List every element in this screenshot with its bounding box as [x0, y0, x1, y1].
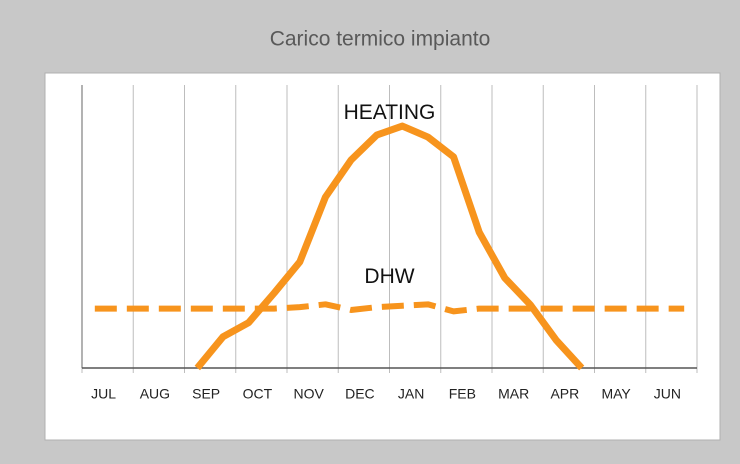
x-tick-label: JUL	[91, 386, 116, 402]
x-tick-label: DEC	[345, 386, 375, 402]
x-tick-label: NOV	[293, 386, 324, 402]
x-tick-label: MAY	[601, 386, 631, 402]
x-tick-label: OCT	[243, 386, 273, 402]
x-tick-label: FEB	[449, 386, 476, 402]
annotation: DHW	[364, 265, 414, 288]
series-line	[94, 301, 685, 315]
x-tick-label: MAR	[498, 386, 529, 402]
x-tick-label: JUN	[654, 386, 681, 402]
x-tick-label: JAN	[398, 386, 424, 402]
x-tick-label: AUG	[140, 386, 170, 402]
x-tick-label: SEP	[192, 386, 220, 402]
annotation: HEATING	[344, 101, 436, 124]
chart-title: Carico termico impianto	[270, 28, 491, 51]
x-tick-label: APR	[550, 386, 579, 402]
